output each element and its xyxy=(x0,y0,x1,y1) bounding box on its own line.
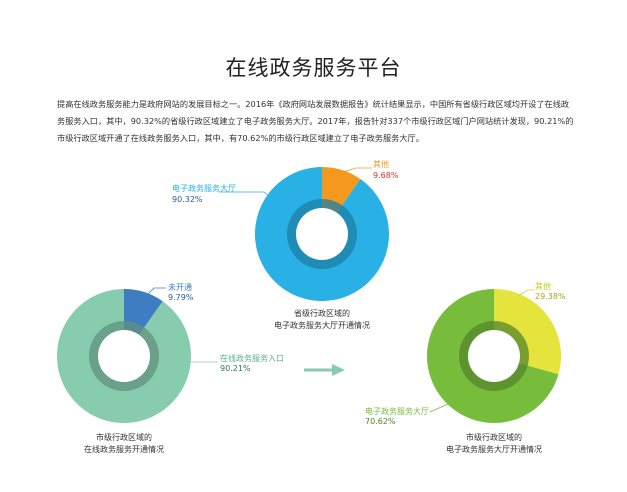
donut-hole xyxy=(468,330,520,382)
caption-line-1-city-hall: 市级行政区域的 xyxy=(466,432,522,442)
leader-line-other-city xyxy=(517,289,534,297)
leader-line-other-province xyxy=(342,167,372,173)
caption-line-1-province: 省级行政区域的 xyxy=(294,308,350,318)
caption-line-2-city-hall: 电子政务服务大厅开通情况 xyxy=(446,444,542,454)
leader-line-not-open-city xyxy=(145,287,166,297)
label-online-city: 在线政务服务入口 xyxy=(220,353,284,363)
label-hall-province: 电子政务服务大厅 xyxy=(172,183,236,193)
value-not-open-city: 9.79% xyxy=(168,293,194,302)
label-hall-city: 电子政务服务大厅 xyxy=(365,406,429,416)
label-other-city: 其他 xyxy=(535,281,551,291)
value-other-city: 29.38% xyxy=(535,292,566,301)
donut-chart-province-hall: 电子政务服务大厅 90.32% 其他 9.68% 省级行政区域的 电子政务服务大… xyxy=(172,159,399,330)
leader-line-hall-province xyxy=(219,191,271,198)
value-online-city: 90.21% xyxy=(220,364,251,373)
intro-paragraph: 提高在线政务服务能力是政府网站的发展目标之一。2016年《政府网站发展数据报告》… xyxy=(57,99,574,143)
label-other-province: 其他 xyxy=(373,159,389,169)
value-hall-province: 90.32% xyxy=(172,195,203,204)
leader-line-hall-city xyxy=(429,399,457,413)
donut-chart-city-online: 未开通 9.79% 在线政务服务入口 90.21% 市级行政区域的 在线政务服务… xyxy=(56,282,284,454)
caption-line-2-city-online: 在线政务服务开通情况 xyxy=(84,444,164,454)
label-not-open-city: 未开通 xyxy=(168,282,192,292)
donut-chart-city-hall: 其他 29.38% 电子政务服务大厅 70.62% 市级行政区域的 电子政务服务… xyxy=(365,281,566,454)
donut-hole xyxy=(296,208,348,260)
caption-line-1-city-online: 市级行政区域的 xyxy=(96,432,152,442)
page-title: 在线政务服务平台 xyxy=(225,56,402,80)
value-other-province: 9.68% xyxy=(373,171,399,180)
caption-line-2-province: 电子政务服务大厅开通情况 xyxy=(274,320,370,330)
donut-hole xyxy=(98,330,150,382)
arrow-right-icon xyxy=(304,364,345,376)
value-hall-city: 70.62% xyxy=(365,417,396,426)
